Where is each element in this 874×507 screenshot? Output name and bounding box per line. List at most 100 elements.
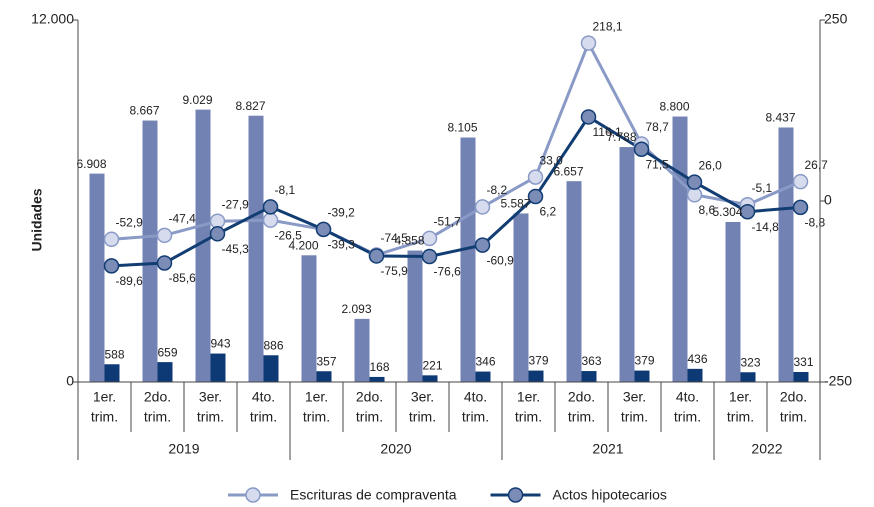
legend-label: Actos hipotecarios: [553, 487, 667, 503]
x-tick-label: trim.: [91, 409, 118, 425]
x-tick-label: trim.: [144, 409, 171, 425]
line-value-label: -14,8: [752, 220, 780, 234]
bar-value-label: 331: [793, 355, 813, 369]
x-tick-label: trim.: [303, 409, 330, 425]
line-value-label: -45,3: [222, 242, 250, 256]
line-value-label: 6,2: [540, 205, 557, 219]
y2-tick-label: -250: [824, 373, 852, 389]
line-marker: [421, 248, 438, 265]
line-marker: [792, 199, 809, 216]
bar-value-label: 5.304: [712, 205, 742, 219]
bar-value-label: 2.093: [341, 302, 371, 316]
x-tick-label: trim.: [515, 409, 542, 425]
line-value-label: -51,7: [434, 215, 462, 229]
bar-value-label: 8.105: [447, 121, 477, 135]
bar: [528, 370, 544, 382]
line-marker: [474, 199, 491, 215]
bar-value-label: 9.029: [182, 93, 212, 107]
line-value-label: -74,5: [381, 231, 409, 245]
line-value-label: 218,1: [593, 19, 623, 33]
line-marker: [262, 199, 279, 215]
x-tick-label: 4to.: [464, 389, 487, 405]
x-tick-label: trim.: [197, 409, 224, 425]
bar: [195, 109, 211, 382]
bar-value-label: 943: [210, 337, 230, 351]
x-tick-label: 1er.: [729, 389, 752, 405]
bar: [778, 127, 794, 383]
legend: Escrituras de compraventa Actos hipotecar…: [228, 487, 667, 503]
line-marker: [686, 174, 703, 190]
bar-value-label: 8.827: [235, 99, 265, 113]
line-marker: [792, 173, 809, 190]
line-value-label: -8,2: [487, 183, 508, 197]
line-marker: [103, 258, 120, 274]
x-tick-label: 4to.: [676, 389, 699, 405]
bar-value-label: 8.437: [765, 111, 795, 125]
group-label: 2020: [380, 441, 411, 457]
y2-tick-label: 250: [824, 11, 848, 27]
legend-label: Escrituras de compraventa: [290, 487, 457, 503]
x-tick-label: 1er.: [517, 389, 540, 405]
line-value-label: -8,1: [275, 183, 296, 197]
bar: [89, 173, 105, 382]
bar: [687, 368, 703, 382]
bar-value-label: 886: [263, 338, 283, 352]
bar: [793, 372, 809, 382]
x-tick-label: trim.: [462, 409, 489, 425]
line-value-label: 116,1: [593, 125, 622, 139]
bar-value-label: 6.908: [76, 157, 106, 171]
bar-value-label: 379: [528, 354, 548, 368]
x-tick-label: trim.: [356, 409, 383, 425]
line-value-label: -85,6: [169, 271, 197, 285]
line-value-label: -26,5: [275, 228, 303, 242]
x-tick-label: trim.: [674, 409, 701, 425]
bar-value-label: 357: [316, 354, 336, 368]
x-tick-label: 3er.: [199, 389, 222, 405]
line-marker: [156, 255, 173, 271]
bar-value-label: 7.788: [606, 130, 636, 144]
bar-value-label: 323: [740, 355, 760, 369]
line: [111, 39, 802, 257]
line-marker: [421, 230, 438, 247]
bar-value-label: 221: [422, 359, 442, 373]
bar-value-label: 379: [634, 354, 654, 368]
line-marker: [474, 237, 491, 253]
line-value-label: 26,7: [805, 158, 829, 172]
line-value-label: -8,8: [805, 216, 826, 230]
y2-tick-label: 0: [824, 192, 832, 208]
bar-value-label: 4.200: [288, 238, 318, 252]
bar-value-label: 4.358: [394, 234, 424, 248]
line-value-label: -47,4: [169, 211, 197, 225]
bar: [619, 147, 635, 382]
x-tick-label: 3er.: [623, 389, 646, 405]
bar: [157, 362, 173, 382]
legend-marker: [507, 487, 524, 503]
line-value-label: 78,7: [646, 120, 670, 134]
line-marker: [262, 212, 279, 228]
line-marker: [580, 35, 597, 51]
bar: [460, 137, 476, 382]
bar-value-label: 588: [104, 347, 124, 361]
x-tick-label: 1er.: [93, 389, 116, 405]
bar-value-label: 8.667: [129, 104, 159, 118]
bar-value-label: 6.657: [553, 164, 583, 178]
x-tick-label: trim.: [568, 409, 595, 425]
x-tick-label: 2do.: [356, 389, 383, 405]
x-tick-label: trim.: [409, 409, 436, 425]
bar: [475, 371, 491, 382]
line-value-label: -39,2: [328, 206, 356, 220]
bar: [369, 376, 385, 382]
bar: [672, 116, 688, 383]
bar: [248, 115, 264, 382]
bar: [354, 318, 370, 382]
x-tick-label: trim.: [727, 409, 754, 425]
x-tick-label: 2do.: [144, 389, 171, 405]
x-tick-label: trim.: [780, 409, 807, 425]
line-value-label: 26,0: [699, 158, 723, 172]
line-value-label: -89,6: [116, 274, 144, 288]
line-value-label: -60,9: [487, 253, 515, 267]
bar-value-label: 363: [581, 354, 601, 368]
line-value-label: -39,3: [328, 238, 356, 252]
bar: [104, 364, 120, 382]
bar-value-label: 168: [369, 360, 389, 374]
